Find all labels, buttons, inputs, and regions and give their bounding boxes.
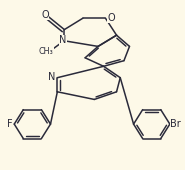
Text: F: F [7, 119, 13, 129]
Text: N: N [48, 72, 56, 82]
Text: N: N [59, 35, 67, 45]
Text: O: O [107, 13, 115, 22]
Text: Br: Br [170, 119, 181, 129]
Text: O: O [41, 10, 49, 20]
Text: CH₃: CH₃ [39, 47, 53, 56]
